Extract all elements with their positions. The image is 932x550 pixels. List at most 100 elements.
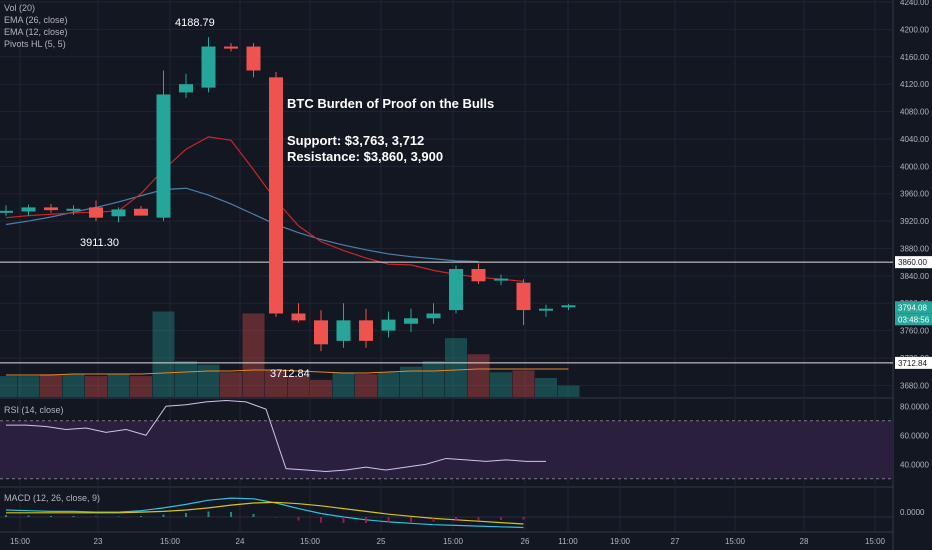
volume-bar — [197, 364, 220, 397]
macd-histogram-bar — [410, 517, 412, 522]
macd-histogram-bar — [140, 516, 142, 517]
candle-body — [246, 46, 261, 71]
volume-bar — [107, 374, 130, 397]
volume-bar — [490, 372, 512, 397]
time-tick-label: 19:00 — [610, 537, 631, 546]
macd-histogram-bar — [27, 515, 30, 517]
price-tick-label: 3960.00 — [900, 190, 929, 199]
candle-body — [539, 308, 553, 311]
indicator-label-pivots[interactable]: Pivots HL (5, 5) — [4, 39, 66, 49]
rsi-tick-label: 80.0000 — [900, 402, 929, 411]
volume-bar — [175, 360, 197, 397]
volume-bar — [377, 372, 400, 397]
macd-histogram-bar — [365, 517, 367, 523]
volume-bar — [62, 374, 85, 397]
candle-body — [89, 207, 103, 218]
rsi-tick-label: 40.0000 — [900, 460, 929, 469]
price-tag-last: 3794.08 — [898, 303, 927, 312]
candle-body — [381, 319, 396, 331]
candle-body — [156, 94, 171, 218]
price-tag-level-2-bg — [895, 356, 932, 369]
price-tick-label: 3880.00 — [900, 244, 929, 253]
volume-bar — [310, 379, 332, 397]
macd-line — [5, 497, 524, 529]
time-tick-label: 23 — [94, 537, 103, 546]
price-tag-level-1: 3860.00 — [898, 258, 927, 267]
macd-histogram-bar — [162, 514, 165, 517]
candle-body — [111, 209, 126, 217]
indicator-label-vol[interactable]: Vol (20) — [4, 3, 36, 13]
time-tick-label: 15:00 — [300, 537, 321, 546]
volume-bar — [287, 376, 310, 397]
indicator-label-ema12[interactable]: EMA (12, close) — [4, 27, 68, 37]
time-tick-label: 27 — [671, 537, 680, 546]
macd-histogram-bar — [432, 517, 435, 522]
candle-body — [134, 208, 148, 216]
time-tick-label: 24 — [236, 537, 245, 546]
macd-histogram-bar — [185, 513, 187, 517]
candle-body — [359, 320, 373, 341]
volume-bar — [512, 370, 535, 397]
macd-histogram-bar — [500, 517, 502, 520]
time-tick-label: 15:00 — [865, 537, 886, 546]
rsi-line — [6, 399, 546, 473]
candle-body — [179, 84, 193, 93]
price-tick-label: 4200.00 — [900, 25, 929, 34]
macd-signal-line — [6, 501, 524, 525]
volume-bar — [152, 311, 175, 397]
volume-bar — [242, 313, 265, 397]
volume-bar — [17, 376, 40, 397]
volume-bar — [535, 378, 557, 397]
macd-histogram-bar — [320, 517, 322, 523]
volume-bar — [332, 372, 355, 397]
pivot-high-label: 4188.79 — [175, 17, 215, 29]
annotation-resistance: Resistance: $3,860, 3,900 — [287, 149, 443, 164]
macd-histogram-bar — [342, 517, 345, 523]
volume-bar — [355, 374, 377, 397]
price-tick-label: 4040.00 — [900, 135, 929, 144]
volume-bar — [422, 360, 445, 397]
candle-body — [494, 278, 508, 281]
macd-histogram-bar — [207, 511, 210, 517]
candle-body — [269, 77, 283, 314]
price-tag-last-bg — [895, 301, 932, 314]
candle-body — [224, 46, 238, 49]
indicator-label-ema26[interactable]: EMA (26, close) — [4, 15, 68, 25]
macd-histogram-bar — [117, 516, 120, 517]
price-tick-label: 4080.00 — [900, 108, 929, 117]
price-tick-label: 4240.00 — [900, 0, 929, 7]
macd-histogram-bar — [252, 514, 255, 517]
candle-body — [44, 207, 58, 211]
price-tag-level-2: 3712.84 — [898, 359, 927, 368]
macd-histogram-bar — [95, 516, 97, 517]
indicator-label-macd[interactable]: MACD (12, 26, close, 9) — [4, 493, 101, 503]
price-tag-level-1-bg — [895, 256, 932, 269]
annotation-title: BTC Burden of Proof on the Bulls — [287, 96, 494, 111]
macd-histogram-bar — [297, 517, 300, 521]
ema26-line — [5, 187, 479, 263]
price-tick-label: 3680.00 — [900, 381, 929, 390]
pivot-low-label: 3911.30 — [80, 237, 119, 249]
time-tick-label: 11:00 — [558, 537, 578, 546]
candle-body — [336, 320, 351, 341]
time-tick-label: 15:00 — [443, 537, 464, 546]
macd-histogram-bar — [50, 516, 52, 517]
indicator-label-rsi[interactable]: RSI (14, close) — [4, 405, 64, 415]
candle-body — [404, 318, 418, 324]
volume-bar — [467, 354, 490, 397]
rsi-tick-label: 60.0000 — [900, 431, 929, 440]
time-tick-label: 25 — [377, 537, 386, 546]
volume-bar — [400, 366, 422, 397]
macd-histogram-bar — [387, 517, 390, 523]
candle-body — [314, 320, 328, 345]
macd-tick-label: 0.0000 — [900, 508, 925, 517]
candle-body — [449, 269, 463, 311]
macd-histogram-bar — [230, 512, 232, 517]
candle-body — [0, 210, 13, 213]
volume-bar — [220, 372, 242, 397]
candle-body — [426, 313, 441, 319]
volume-bar — [40, 374, 62, 397]
price-tag-countdown: 03:48:56 — [898, 315, 930, 324]
price-tick-label: 3760.00 — [900, 327, 929, 336]
